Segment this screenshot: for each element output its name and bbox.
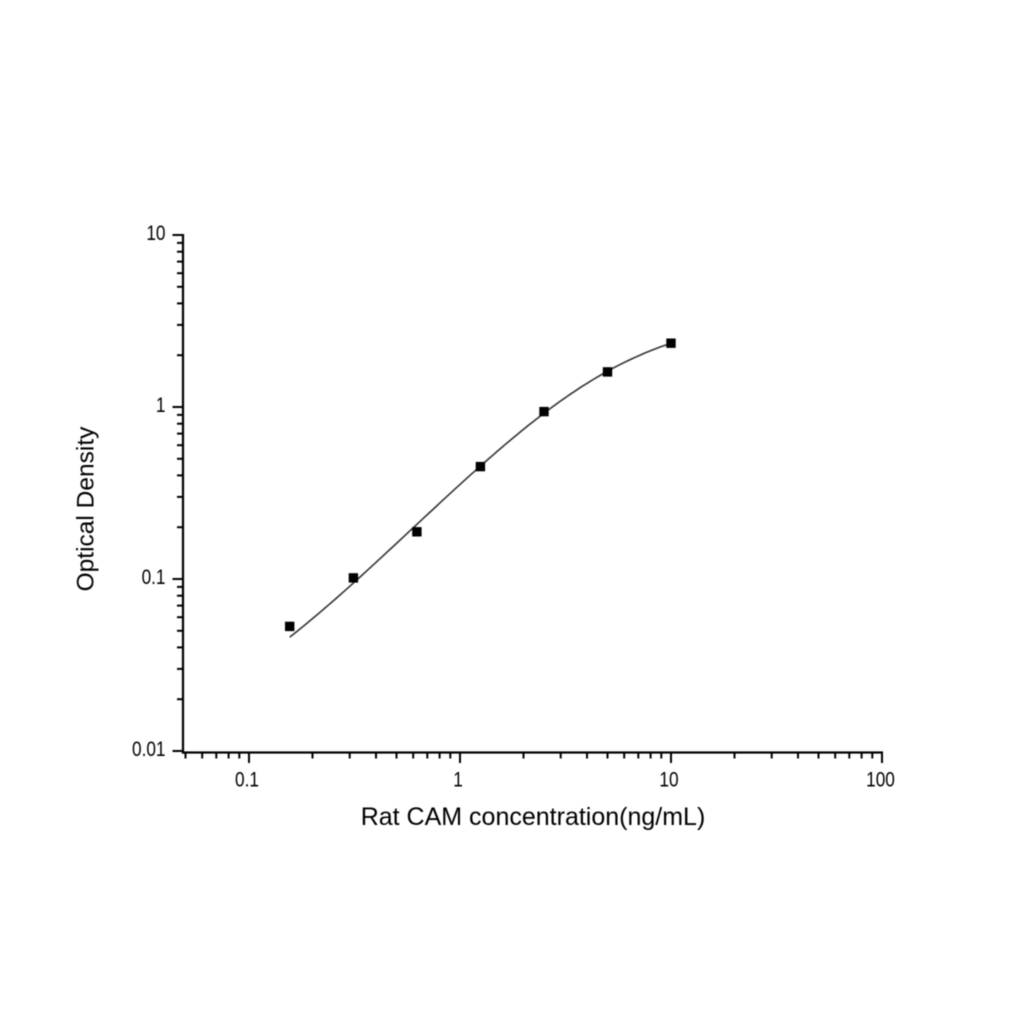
svg-text:0.01: 0.01 [132, 739, 166, 762]
svg-text:10: 10 [146, 223, 165, 246]
svg-text:1: 1 [453, 769, 463, 792]
svg-text:10: 10 [659, 769, 678, 792]
svg-text:Rat CAM concentration(ng/mL): Rat CAM concentration(ng/mL) [361, 803, 706, 831]
svg-text:1: 1 [156, 395, 166, 418]
svg-text:0.1: 0.1 [142, 567, 166, 590]
svg-text:Optical Density: Optical Density [73, 426, 100, 592]
svg-text:100: 100 [866, 769, 895, 792]
svg-text:0.1: 0.1 [235, 769, 259, 792]
